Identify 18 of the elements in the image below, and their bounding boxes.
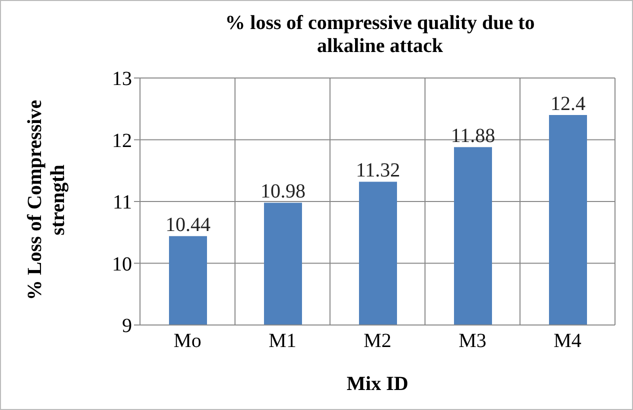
y-tick-label: 9 — [122, 315, 132, 338]
y-tick-label: 13 — [112, 68, 132, 90]
x-tick-label: M2 — [364, 330, 392, 352]
x-tick-label: Mo — [174, 330, 202, 352]
data-label: 11.88 — [450, 125, 496, 148]
y-tick-label: 11 — [112, 192, 132, 214]
x-axis-title: Mix ID — [346, 373, 408, 395]
chart-title: % loss of compressive quality due to alkaline attack — [224, 12, 536, 58]
x-tick-label: M4 — [554, 330, 582, 352]
x-tick-label: M1 — [268, 330, 296, 352]
data-label: 11.32 — [356, 160, 400, 182]
x-tick-label: M3 — [458, 330, 486, 352]
y-tick-label: 12 — [112, 130, 132, 152]
data-label: 10.44 — [166, 214, 210, 236]
data-label: 10.98 — [260, 180, 306, 203]
data-label: 12.4 — [550, 93, 586, 116]
y-axis-title: % Loss of Compressive strength — [24, 98, 70, 302]
y-tick-label: 10 — [112, 253, 132, 276]
